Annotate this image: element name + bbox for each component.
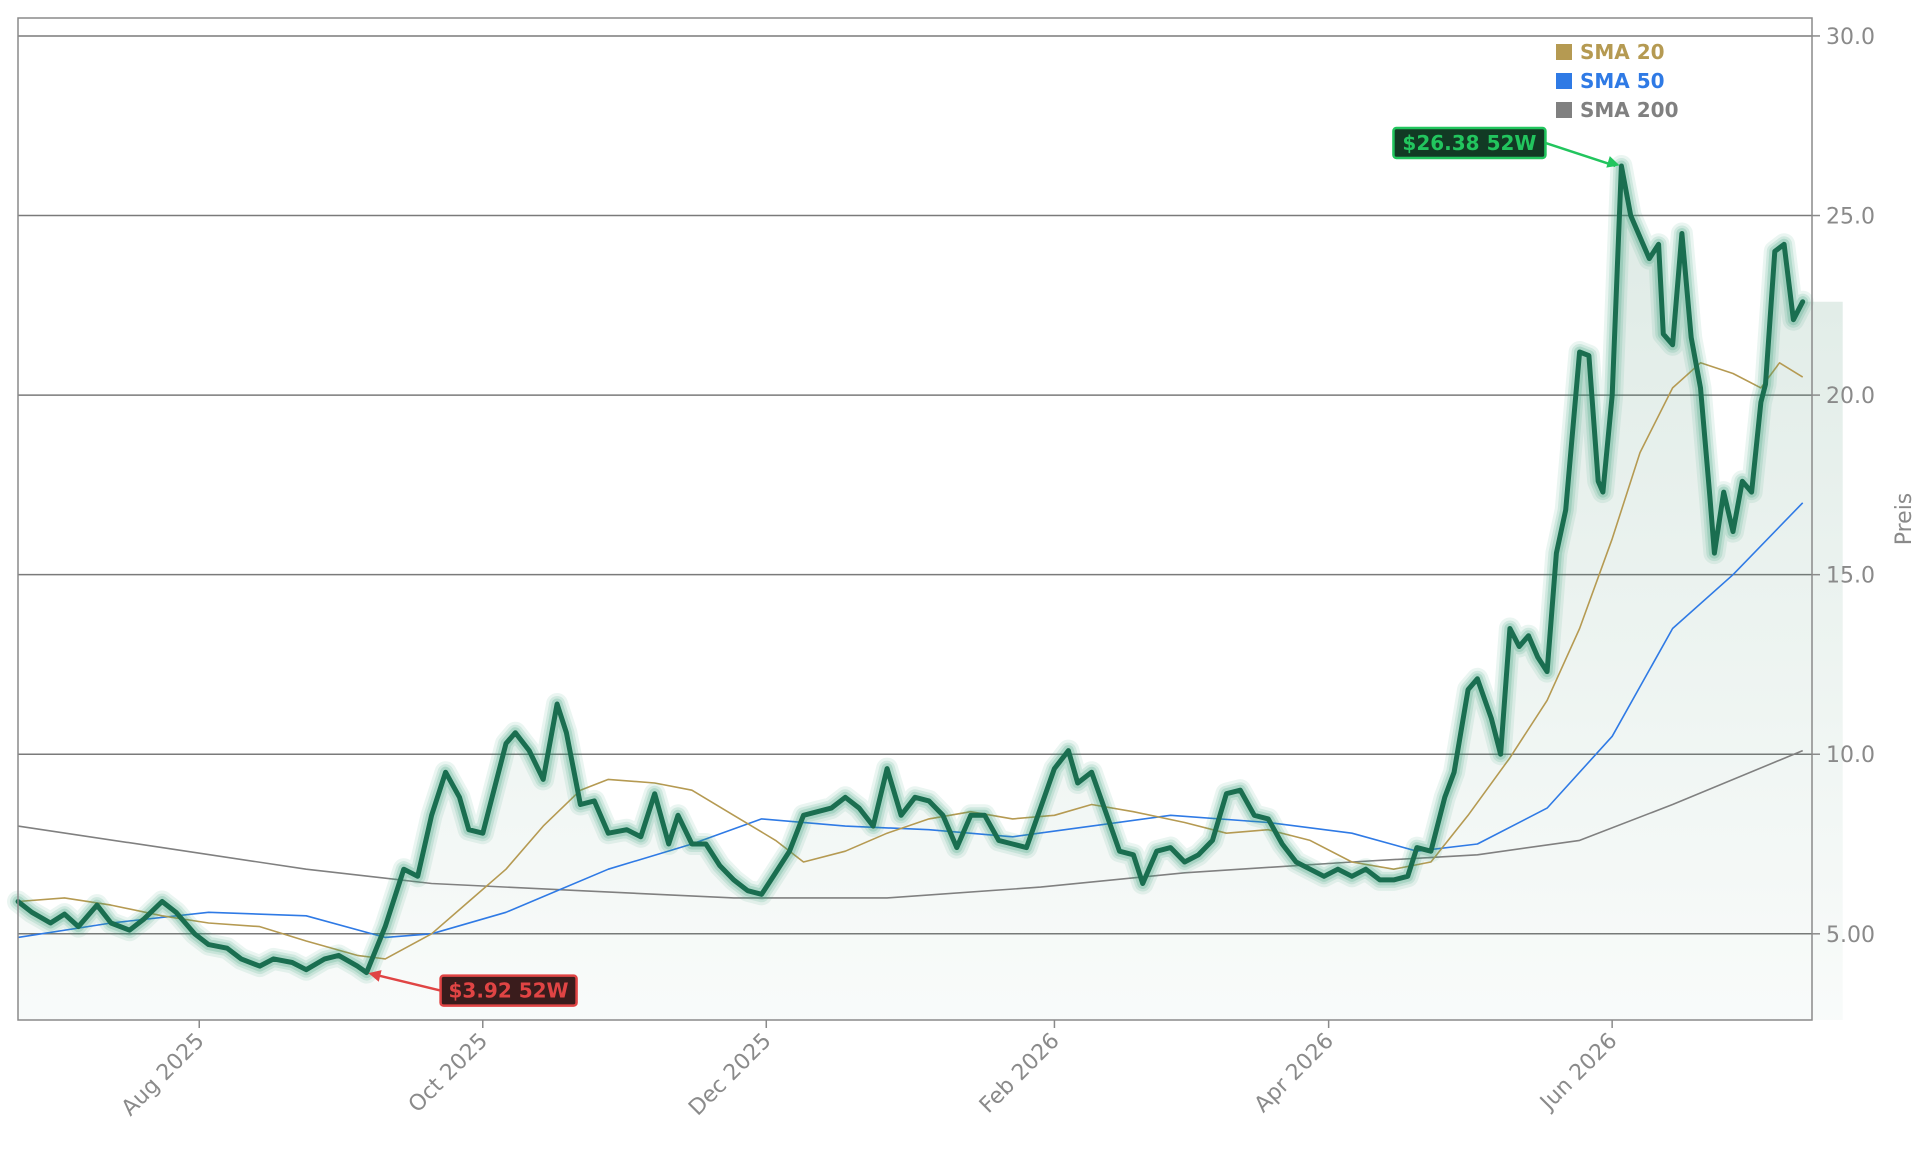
- y-tick-label: 5.00: [1826, 923, 1875, 948]
- legend-swatch: [1556, 73, 1572, 89]
- legend-label: SMA 20: [1580, 40, 1665, 64]
- sma-lines: [17, 362, 1804, 960]
- x-axis: Aug 2025 Oct 2025 Dec 2025 Feb 2026 Apr 2026…: [117, 1020, 1622, 1121]
- x-tick-label: Apr 2026: [1250, 1029, 1339, 1118]
- price-area-fill: [18, 166, 1843, 1020]
- y-axis-title: Preis: [1892, 493, 1917, 546]
- legend-label: SMA 200: [1580, 98, 1679, 122]
- sma-50-line: [17, 502, 1804, 939]
- x-tick-label: Aug 2025: [117, 1029, 210, 1122]
- x-tick-label: Dec 2025: [684, 1029, 776, 1121]
- low-52w-annotation: $3.92 52W: [368, 970, 578, 1007]
- price-line: [15, 163, 1806, 976]
- annotation-label: $26.38 52W: [1402, 131, 1536, 155]
- x-tick-label: Jun 2026: [1534, 1029, 1622, 1117]
- legend-swatch: [1556, 44, 1572, 60]
- y-tick-label: 20.0: [1826, 384, 1875, 409]
- plot-frame: [17, 17, 1813, 1021]
- legend-label: SMA 50: [1580, 69, 1665, 93]
- legend-swatch: [1556, 102, 1572, 118]
- sma-200-line: [17, 749, 1804, 899]
- annotation-arrowhead: [1606, 156, 1620, 168]
- annotation-box: [1392, 126, 1547, 160]
- y-axis: 5.00 10.0 15.0 20.0 25.0 30.0: [1812, 25, 1875, 948]
- x-tick-label: Feb 2026: [975, 1029, 1065, 1119]
- annotation-arrow: [1545, 141, 1616, 168]
- y-tick-label: 15.0: [1826, 564, 1875, 589]
- x-tick-label: Oct 2025: [404, 1029, 493, 1118]
- annotation-arrowhead: [368, 970, 382, 982]
- high-52w-annotation: $26.38 52W: [1392, 126, 1620, 168]
- annotations: $26.38 52W $3.92 52W: [368, 126, 1620, 1007]
- annotation-box: [439, 974, 578, 1007]
- price-area: [18, 166, 1843, 1020]
- y-tick-label: 30.0: [1826, 25, 1875, 50]
- price-line-group: [7, 155, 1814, 984]
- annotation-arrow: [370, 972, 441, 992]
- legend: SMA 20 SMA 50 SMA 200: [1556, 40, 1679, 122]
- sma-20-line: [17, 362, 1804, 960]
- annotation-label: $3.92 52W: [449, 979, 569, 1003]
- y-tick-label: 25.0: [1826, 205, 1875, 230]
- y-tick-label: 10.0: [1826, 743, 1875, 768]
